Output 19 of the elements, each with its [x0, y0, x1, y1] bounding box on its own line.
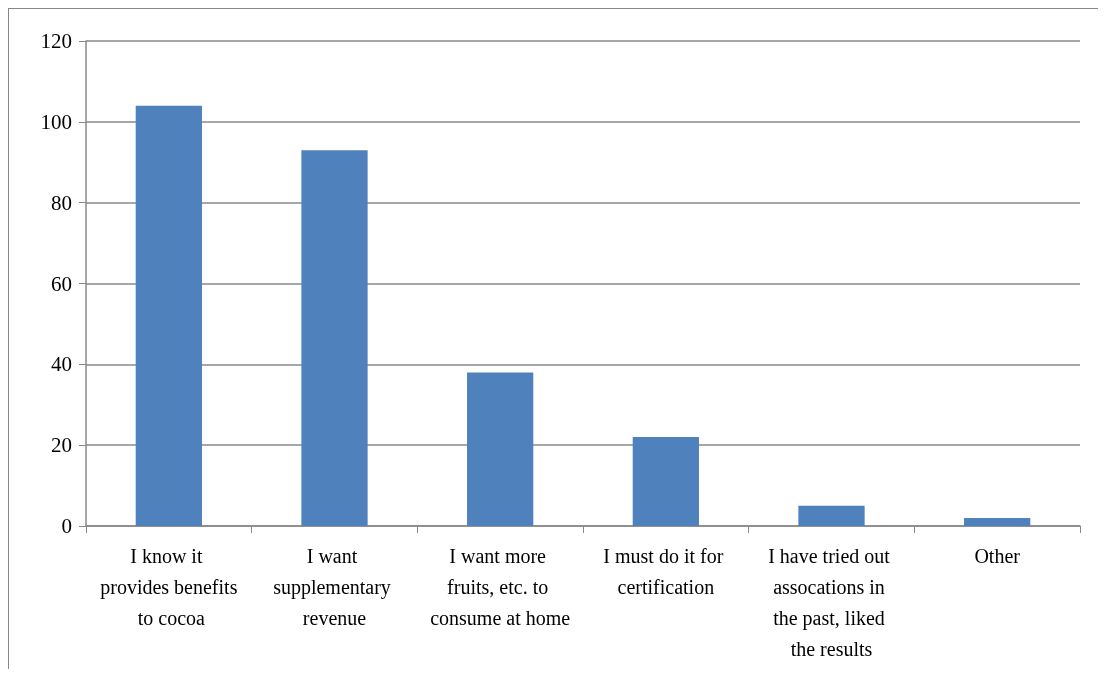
x-tick-label: I know it provides benefits to cocoa [100, 544, 238, 629]
bar [467, 372, 534, 526]
bar [135, 105, 202, 526]
y-tick-label: 20 [51, 433, 72, 458]
y-tick-label: 40 [51, 352, 72, 377]
y-tick-label: 60 [51, 271, 72, 296]
bar [632, 437, 699, 526]
y-tick-label: 80 [51, 190, 72, 215]
bar [964, 517, 1031, 526]
x-tick-label: I must do it for certification [603, 544, 729, 598]
bar [301, 150, 368, 526]
x-tick-label: I want more fruits, etc. to consume at home [430, 544, 571, 629]
y-tick-label: 100 [40, 109, 72, 134]
y-tick-label: 0 [61, 514, 72, 538]
y-tick-label: 120 [40, 29, 72, 53]
x-tick-label: I want supplementary revenue [273, 544, 396, 629]
x-tick-label: Other [974, 544, 1021, 567]
x-tick-label: I have tried out assocations in the past, liked the results [768, 544, 895, 660]
bar [798, 505, 865, 526]
